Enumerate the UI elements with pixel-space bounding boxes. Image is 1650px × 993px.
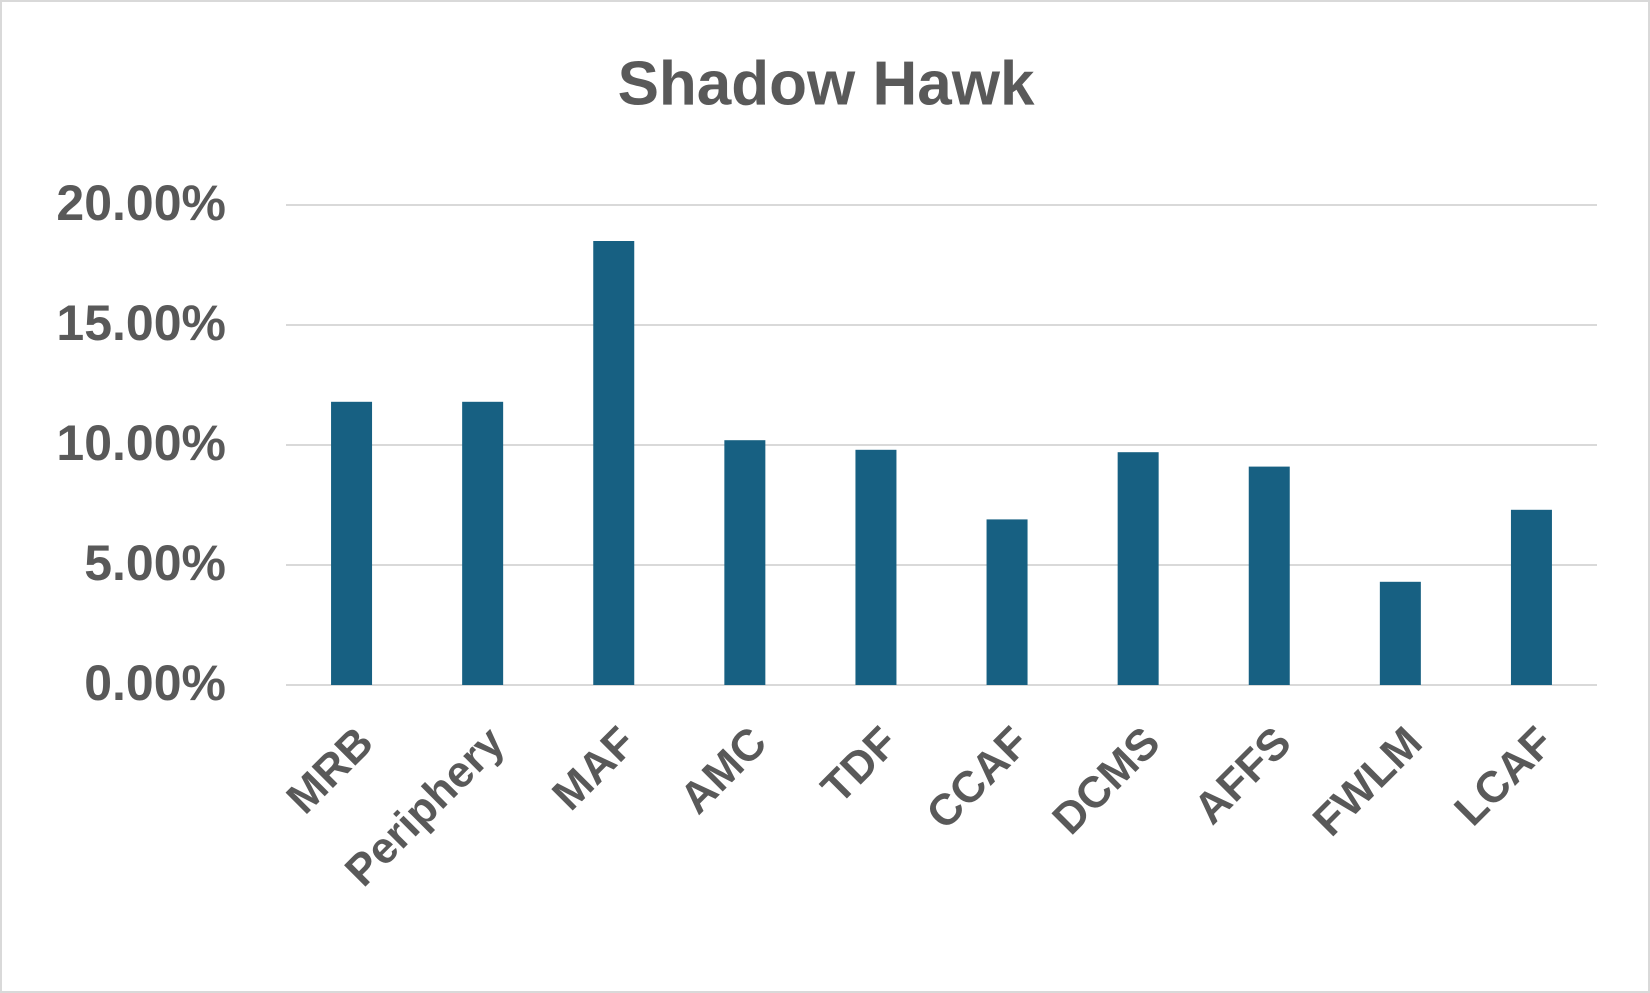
- chart-title: Shadow Hawk: [618, 49, 1035, 118]
- bar: [1510, 509, 1552, 685]
- bar: [986, 519, 1028, 685]
- bar: [462, 401, 504, 685]
- bar: [1117, 452, 1159, 685]
- bar: [724, 440, 766, 685]
- y-tick-label: 5.00%: [84, 535, 226, 591]
- bar: [1248, 466, 1290, 685]
- bar: [331, 401, 373, 685]
- y-tick-label: 10.00%: [56, 415, 226, 471]
- bar: [1379, 581, 1421, 685]
- y-tick-label: 0.00%: [84, 655, 226, 711]
- y-tick-label: 20.00%: [56, 175, 226, 231]
- bar: [855, 449, 897, 685]
- bar: [593, 241, 635, 685]
- y-tick-label: 15.00%: [56, 295, 226, 351]
